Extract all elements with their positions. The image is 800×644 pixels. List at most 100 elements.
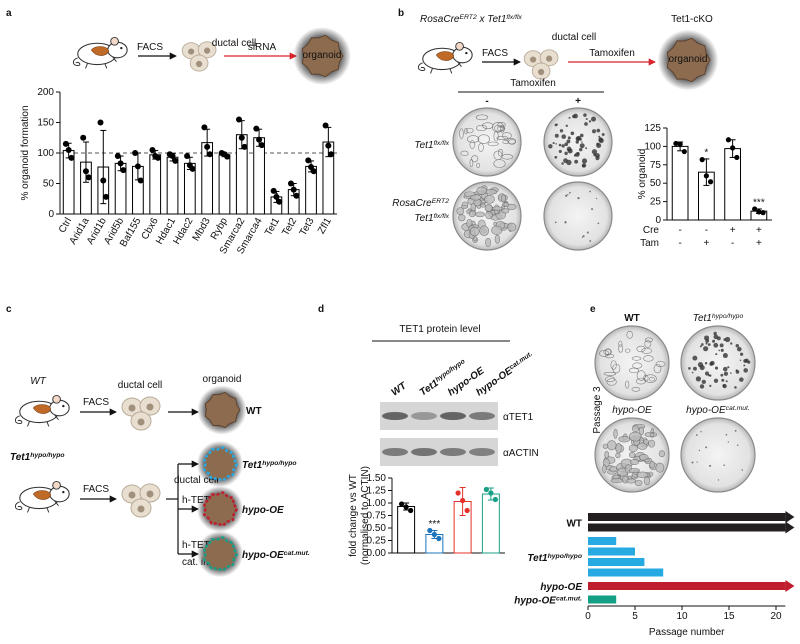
well-speck <box>597 222 600 225</box>
well-speck <box>735 344 739 348</box>
well-speck <box>603 371 617 376</box>
well-speck <box>478 143 484 152</box>
well-speck <box>739 359 742 362</box>
well-speck <box>581 141 583 143</box>
data-point <box>677 141 683 147</box>
well-speck <box>556 123 559 126</box>
well-speck <box>632 362 643 369</box>
well-speck <box>655 361 666 368</box>
y-tick-label: 0.25 <box>367 536 387 547</box>
well-speck <box>583 113 587 117</box>
well-speck <box>595 156 600 161</box>
data-point <box>206 151 213 158</box>
organoid-icon <box>196 485 244 533</box>
well-speck <box>634 479 643 487</box>
well-speck <box>484 194 495 204</box>
well-speck <box>602 464 607 474</box>
bar <box>588 558 645 566</box>
bar-arrow <box>785 521 795 534</box>
text-part: x <box>477 14 488 25</box>
data-point <box>431 531 437 538</box>
bar <box>588 547 635 556</box>
well-speck <box>713 334 719 340</box>
well-speck <box>722 353 728 359</box>
data-point <box>427 527 433 534</box>
well-speck <box>696 461 698 463</box>
organoid-body <box>202 446 239 482</box>
well-speck <box>701 379 706 385</box>
well-speck <box>644 374 657 384</box>
well-speck <box>638 453 649 461</box>
well-speck <box>501 208 510 214</box>
well-speck <box>698 449 701 452</box>
x-row-entry: - <box>705 225 708 236</box>
well-speck <box>577 197 580 200</box>
well-speck <box>649 460 655 469</box>
data-point <box>488 490 494 496</box>
well-speck <box>691 371 694 374</box>
well-speck <box>491 225 503 235</box>
well-speck <box>555 143 557 145</box>
well-speck <box>497 125 506 132</box>
data-point <box>154 154 161 161</box>
blot-band <box>411 412 437 420</box>
well-speck <box>727 441 729 443</box>
well-speck <box>480 203 487 208</box>
text-part: WT <box>390 380 410 398</box>
data-point <box>224 153 231 160</box>
x-row-label: Cre <box>643 225 660 236</box>
well-label: hypo-OEcat.mut. <box>686 405 750 417</box>
result-label: hypo-OE <box>242 505 284 516</box>
blot-band <box>382 448 408 456</box>
legend-label: hypo-OEcat.mut. <box>514 595 582 607</box>
well-image <box>680 417 756 493</box>
panel-title: TET1 protein level <box>399 324 480 335</box>
organoid-icon <box>293 27 351 85</box>
data-point <box>100 177 107 184</box>
superscript: cat.mut. <box>284 550 310 557</box>
organoid-body <box>204 391 241 429</box>
data-point <box>408 507 414 514</box>
well-speck <box>727 366 730 369</box>
well-speck <box>506 203 517 210</box>
well-speck <box>501 132 512 140</box>
well-speck <box>739 377 744 382</box>
well-speck <box>582 235 585 238</box>
blot-band <box>440 412 466 420</box>
well-speck <box>468 210 476 218</box>
well-speck <box>497 121 506 128</box>
well-speck <box>503 202 509 207</box>
x-tick-label: Tet3 <box>298 216 317 238</box>
data-point <box>169 153 176 160</box>
well-speck <box>736 346 742 352</box>
x-row-entry: + <box>703 238 709 249</box>
well-speck <box>628 367 639 374</box>
well-speck <box>473 236 478 242</box>
panel-label: e <box>590 304 596 315</box>
data-point <box>68 154 75 161</box>
y-tick-label: 75 <box>650 160 662 171</box>
well-speck <box>703 346 709 352</box>
well-speck <box>618 340 623 347</box>
well-speck <box>725 380 728 383</box>
data-point <box>120 167 127 174</box>
x-row-label: Tam <box>640 238 659 249</box>
well-speck <box>548 144 553 149</box>
data-point <box>276 198 283 205</box>
legend-label: WT <box>566 518 582 529</box>
step-label: Tamoxifen <box>589 48 635 59</box>
superscript: cat.mut. <box>508 350 533 371</box>
y-tick-label: 100 <box>37 148 54 159</box>
well-speck <box>709 464 712 467</box>
data-point <box>325 142 332 149</box>
well-speck <box>736 444 739 446</box>
well-speck <box>695 434 698 436</box>
bar-arrow <box>785 511 795 523</box>
well-speck <box>563 158 568 164</box>
result-label: WT <box>246 406 262 417</box>
well-speck <box>704 371 710 376</box>
well-speck <box>568 116 571 119</box>
well-speck <box>475 114 488 121</box>
well-speck <box>624 348 631 353</box>
well-speck <box>507 222 517 232</box>
